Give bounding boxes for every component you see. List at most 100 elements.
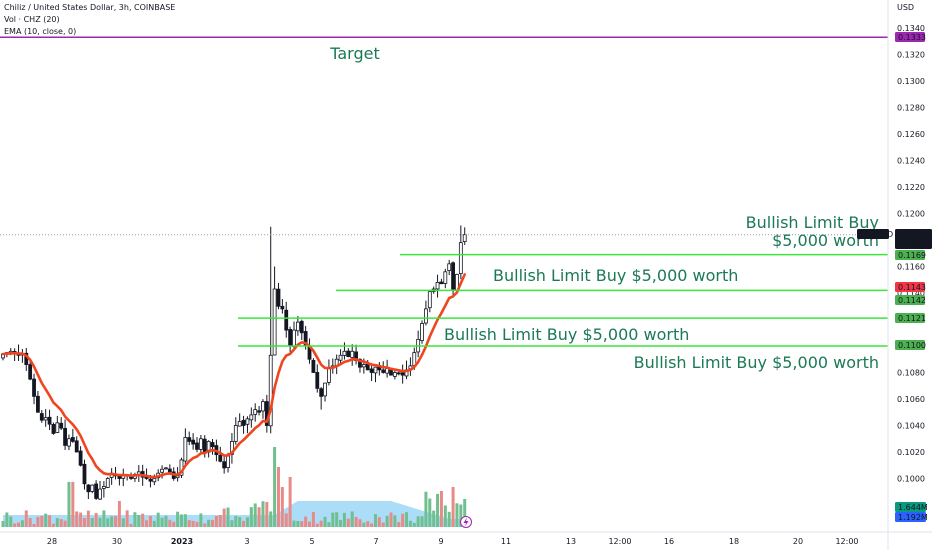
- volume-bar: [98, 517, 102, 527]
- y-tick-label: 0.1160: [897, 263, 925, 272]
- candle-down: [78, 450, 83, 466]
- price-tag: 0.1333: [898, 33, 926, 42]
- volume-bar: [451, 487, 455, 527]
- candle-up: [361, 364, 366, 368]
- candle-down: [210, 442, 215, 448]
- volume-bar: [79, 512, 83, 527]
- x-tick-label: 7: [373, 537, 378, 546]
- volume-bar: [214, 515, 218, 527]
- volume-bar: [288, 477, 292, 527]
- volume-bar: [428, 498, 432, 527]
- annotation-text-3: Bullish Limit Buy $5,000 worth: [493, 266, 738, 285]
- candle-down: [365, 363, 370, 371]
- symbol-title: Chiliz / United States Dollar, 3h, COINB…: [4, 3, 176, 12]
- volume-bar: [346, 518, 350, 527]
- x-tick-label: 13: [566, 537, 576, 546]
- volume-bar: [408, 520, 412, 527]
- volume-bar: [292, 520, 296, 527]
- candle-down: [400, 372, 405, 376]
- volume-bar: [187, 520, 191, 527]
- candle-up: [90, 484, 95, 492]
- volume-bar: [17, 522, 21, 527]
- volume-bar: [55, 518, 59, 527]
- volume-bar: [381, 522, 385, 527]
- x-tick-label: 20: [793, 537, 803, 546]
- volume-bars: [1, 447, 467, 527]
- price-axis[interactable]: USD 0.1000 0.1020 0.1040 0.1060 0.1080 0.1100 0…: [887, 0, 925, 550]
- volume-bar: [377, 517, 381, 527]
- price-tag: 0.1100: [898, 341, 926, 350]
- candle-up: [373, 366, 378, 374]
- candle-up: [233, 425, 238, 442]
- candle-up: [101, 486, 106, 489]
- volume-bar: [385, 515, 389, 527]
- countdown-tag: 02:28:37: [898, 239, 932, 248]
- volume-bar: [9, 516, 13, 527]
- volume-bar: [339, 519, 343, 527]
- candle-up: [323, 382, 327, 397]
- y-tick-label: 0.1240: [897, 157, 925, 166]
- volume-bar: [59, 519, 63, 527]
- volume-bar: [63, 520, 67, 527]
- candle-down: [299, 320, 304, 334]
- price-tag: 0.1121: [898, 314, 926, 323]
- volume-bar: [20, 520, 24, 527]
- volume-tag-bg: [895, 502, 926, 512]
- volume-bar: [358, 519, 362, 527]
- volume-bar: [106, 518, 110, 527]
- candle-up: [272, 288, 277, 356]
- volume-bar: [284, 513, 288, 527]
- x-tick-label: 11: [501, 537, 511, 546]
- ema-indicator-label: EMA (10, close, 0): [4, 27, 77, 36]
- volume-bar: [44, 513, 48, 527]
- price-tag-bg: [895, 313, 925, 323]
- y-tick-label: 0.1280: [897, 104, 925, 113]
- y-tick-label: 0.1000: [897, 475, 925, 484]
- volume-bar: [71, 482, 75, 527]
- volume-bar: [362, 522, 366, 527]
- volume-bar: [331, 512, 335, 527]
- lightning-icon[interactable]: [460, 516, 472, 528]
- candle-down: [439, 281, 444, 285]
- volume-bar: [366, 521, 370, 527]
- candle-up: [458, 242, 463, 275]
- candle-up: [392, 372, 397, 377]
- volume-tag: 1.644M: [898, 503, 928, 512]
- ema-line-group: [1, 273, 467, 479]
- volume-bar: [13, 523, 17, 527]
- x-tick-label: 30: [112, 537, 122, 546]
- candle-down: [396, 372, 401, 375]
- volume-bar: [300, 521, 304, 527]
- volume-bar: [261, 501, 265, 527]
- x-tick-label: 18: [729, 537, 739, 546]
- volume-bar: [183, 514, 187, 527]
- volume-bar: [393, 515, 397, 527]
- volume-bar: [156, 512, 160, 527]
- candle-down: [82, 463, 87, 485]
- volume-bar: [121, 518, 125, 527]
- volume-tag: 1.192M: [898, 513, 928, 522]
- candle-down: [70, 437, 75, 442]
- price-tag-bg: [895, 295, 925, 305]
- candle-down: [51, 424, 56, 434]
- time-axis[interactable]: 28 30 2023 3 5 7 9 11 13 12:00 16 18 20 12:00: [0, 531, 932, 546]
- volume-bar: [389, 512, 393, 527]
- candle-down: [47, 416, 52, 425]
- candle-down: [28, 364, 33, 380]
- volume-bar: [327, 522, 331, 527]
- price-tag: 0.1169: [898, 251, 926, 260]
- volume-bar: [280, 487, 284, 527]
- candle-up: [292, 329, 296, 347]
- volume-bar: [222, 508, 226, 527]
- volume-bar: [145, 520, 149, 527]
- price-tags: 0.1333 0.1169 0.1143 0.1142 0.1121 0.1100 CHZU…: [460, 32, 932, 528]
- y-tick-label: 0.1080: [897, 369, 925, 378]
- candle-up: [447, 263, 452, 271]
- candle-down: [63, 427, 67, 446]
- candle-down: [117, 475, 122, 479]
- volume-bar: [137, 514, 141, 527]
- candle-up: [152, 478, 157, 483]
- volume-bar: [152, 520, 156, 527]
- volume-bar: [439, 491, 443, 527]
